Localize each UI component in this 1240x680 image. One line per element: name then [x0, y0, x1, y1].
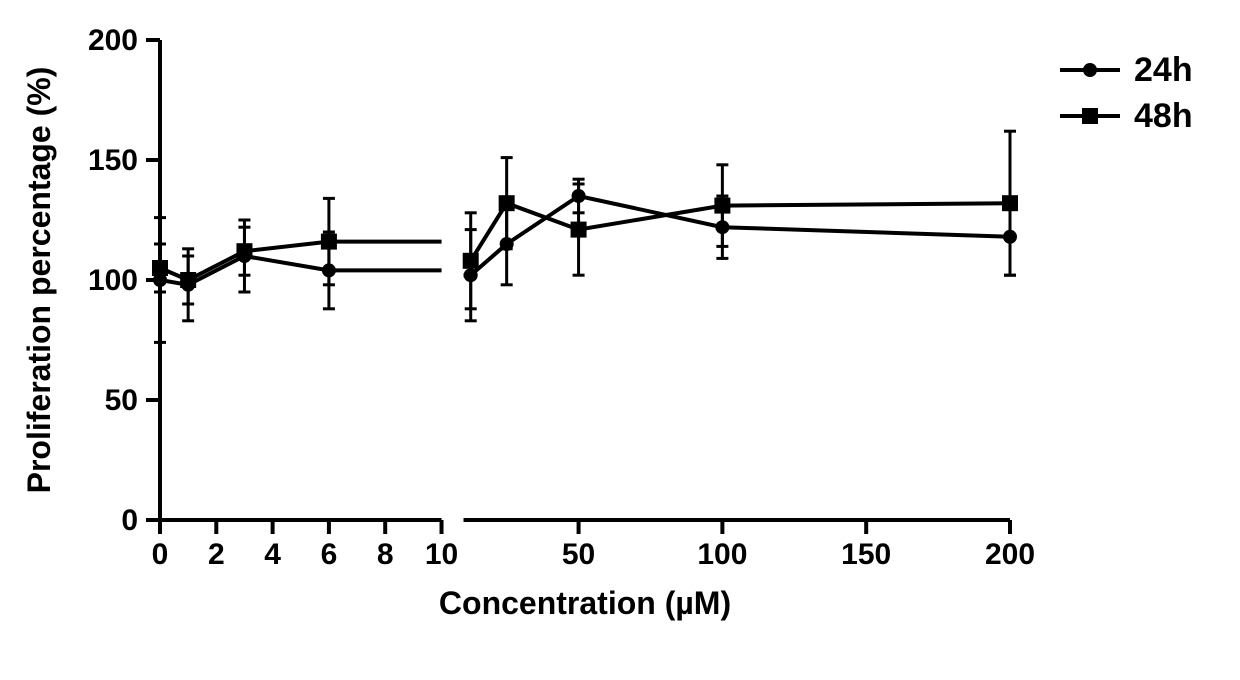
y-tick-label: 200 [88, 24, 138, 57]
marker-square [180, 272, 196, 288]
y-tick-label: 0 [121, 504, 138, 537]
legend-marker-circle [1083, 63, 1097, 77]
y-tick-label: 100 [88, 264, 138, 297]
x-tick-label: 4 [264, 538, 281, 571]
legend-marker-square [1082, 108, 1098, 124]
marker-square [1002, 195, 1018, 211]
proliferation-chart: 050100150200Proliferation percentage (%)… [0, 0, 1240, 680]
legend-label: 24h [1134, 51, 1193, 89]
x-tick-label: 50 [562, 538, 595, 571]
x-tick-label: 100 [697, 538, 747, 571]
x-tick-label: 200 [985, 538, 1035, 571]
marker-square [571, 222, 587, 238]
y-tick-label: 150 [88, 144, 138, 177]
marker-square [321, 234, 337, 250]
marker-square [714, 198, 730, 214]
marker-square [499, 195, 515, 211]
marker-square [236, 243, 252, 259]
chart-bg [0, 0, 1240, 680]
y-tick-label: 50 [105, 384, 138, 417]
legend-label: 48h [1134, 97, 1193, 135]
x-tick-label: 6 [321, 538, 338, 571]
x-tick-label: 8 [377, 538, 394, 571]
x-tick-label: 0 [152, 538, 169, 571]
x-tick-label: 10 [425, 538, 458, 571]
x-tick-label: 150 [841, 538, 891, 571]
y-axis-title: Proliferation percentage (%) [21, 67, 57, 494]
chart-container: 050100150200Proliferation percentage (%)… [0, 0, 1240, 680]
x-tick-label: 2 [208, 538, 225, 571]
x-axis-title: Concentration (µM) [439, 585, 731, 621]
marker-square [463, 253, 479, 269]
